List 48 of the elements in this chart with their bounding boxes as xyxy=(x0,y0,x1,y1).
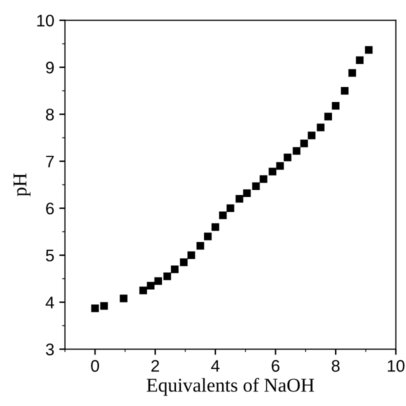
y-tick-label: 9 xyxy=(46,62,54,74)
y-tick-label: 10 xyxy=(37,14,54,27)
point xyxy=(146,282,155,290)
x-tick-label: 6 xyxy=(272,360,280,372)
x-tick-label: 10 xyxy=(388,360,404,372)
point xyxy=(292,147,300,155)
point xyxy=(308,132,316,140)
point xyxy=(91,304,99,312)
point xyxy=(364,46,373,54)
point xyxy=(316,124,324,132)
point xyxy=(276,162,284,170)
point xyxy=(260,175,268,183)
point xyxy=(139,286,147,294)
point xyxy=(163,272,172,280)
point xyxy=(180,258,188,266)
x-tick-label: 4 xyxy=(211,360,220,372)
point xyxy=(300,140,308,148)
point xyxy=(170,265,179,274)
x-tick-label: 2 xyxy=(151,360,159,372)
y-tick-label: 4 xyxy=(46,296,54,308)
point xyxy=(252,182,260,190)
point xyxy=(243,189,251,198)
point xyxy=(348,69,356,77)
point xyxy=(187,251,196,260)
point xyxy=(332,102,340,110)
point xyxy=(226,204,234,212)
x-axis-title: Equivalents of NaOH xyxy=(146,378,314,396)
point xyxy=(268,168,276,176)
y-tick-label: 3 xyxy=(46,344,54,356)
y-tick-label: 6 xyxy=(46,202,54,214)
y-tick-label: 8 xyxy=(46,108,54,120)
point xyxy=(100,302,108,310)
point xyxy=(196,242,204,250)
point xyxy=(284,154,292,162)
point xyxy=(324,112,332,120)
point xyxy=(204,232,212,240)
y-tick-label: 7 xyxy=(46,156,54,168)
point xyxy=(219,211,227,220)
point xyxy=(236,195,244,203)
point xyxy=(340,86,349,95)
y-tick-label: 5 xyxy=(46,250,54,262)
point xyxy=(356,56,364,64)
point xyxy=(154,277,162,285)
x-tick-label: 0 xyxy=(91,360,100,372)
y-axis-title: pH xyxy=(14,173,30,196)
x-tick-label: 8 xyxy=(332,360,340,372)
point xyxy=(120,294,128,302)
point xyxy=(212,223,220,231)
